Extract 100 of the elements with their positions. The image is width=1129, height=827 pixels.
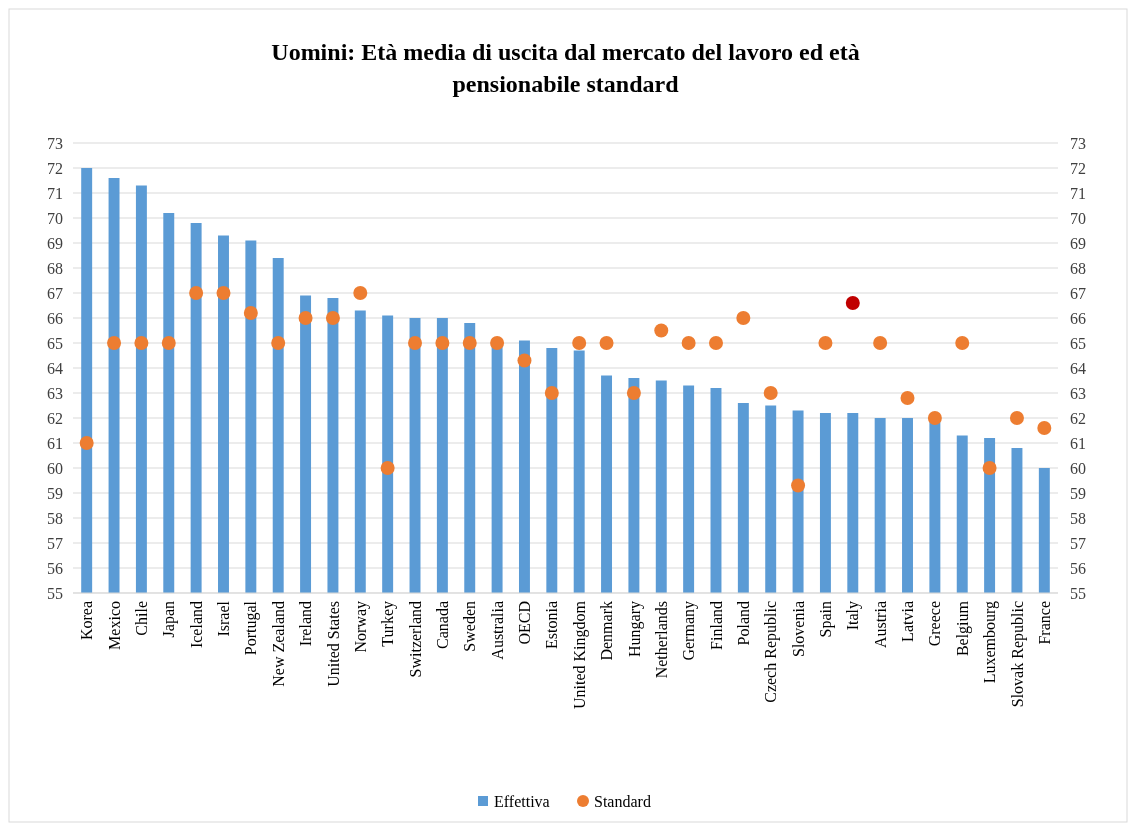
x-tick-label: Portugal [242,600,261,656]
point [353,286,368,300]
y-tick-label: 61 [47,434,63,452]
y-tick-label: 73 [47,134,63,152]
x-tick-label: OECD [516,601,534,645]
x-tick-label: Switzerland [406,601,424,678]
x-tick-label: Austria [871,601,889,649]
y2-tick-label: 61 [1070,434,1086,452]
point [325,311,340,325]
y2-tick-label: 62 [1070,409,1086,427]
point [517,353,532,368]
y2-tick-label: 68 [1070,259,1086,277]
y-tick-label: 57 [47,534,63,552]
y2-tick-label: 71 [1070,184,1086,202]
point [982,461,997,475]
x-tick-label: Hungary [625,601,644,657]
x-tick-label: Czech Republic [762,601,781,703]
x-tick-label: Germany [680,601,699,661]
x-tick-label: Japan [160,601,179,638]
x-tick-label: Sweden [461,601,479,652]
point [189,286,204,300]
x-tick-label: New Zealand [269,601,287,687]
point [763,386,778,400]
y-tick-label: 72 [47,159,63,177]
y2-tick-label: 66 [1070,309,1086,327]
point [736,311,751,325]
y2-tick-label: 56 [1070,559,1086,577]
point [271,336,286,350]
chart-title: Uomini: Età media di uscita dal mercato del lavoro ed età pensionabile standard [271,39,860,97]
y-tick-label: 68 [47,259,63,277]
y-tick-label: 62 [47,409,63,427]
y-tick-label: 55 [47,584,63,602]
point [298,311,313,325]
x-tick-label: Slovak Republic [1008,601,1027,708]
x-tick-label: Mexico [105,601,123,650]
y2-tick-label: 60 [1070,459,1086,477]
y-tick-label: 58 [47,509,63,527]
point [572,336,587,350]
x-tick-label: Estonia [543,601,561,649]
point [791,478,806,493]
legend-label: Standard [594,792,651,810]
point [955,336,970,350]
x-tick-label: Poland [734,601,752,646]
y-tick-label: 60 [47,459,63,477]
y2-tick-label: 73 [1070,134,1086,152]
x-tick-label: Greece [926,601,944,647]
y-tick-label: 66 [47,309,63,327]
point [380,461,395,475]
y2-tick-label: 55 [1070,584,1086,602]
point [654,323,669,338]
y-tick-label: 70 [47,209,63,227]
x-tick-label: Canada [433,601,451,649]
x-tick-label: Ireland [297,601,315,647]
x-tick-label: Finland [707,601,725,650]
legend-label: Effettiva [494,792,550,810]
x-tick-label: France [1035,601,1053,645]
x-tick-label: Luxembourg [981,601,1000,684]
point [1009,411,1024,425]
x-tick-label: Spain [817,601,836,638]
y2-tick-label: 69 [1070,234,1086,252]
y-tick-label: 59 [47,484,63,502]
y-tick-label: 69 [47,234,63,252]
x-tick-label: Israel [215,600,233,637]
point [900,391,915,405]
point [681,336,696,350]
x-tick-label: Belgium [953,600,972,657]
point [161,336,176,350]
x-tick-label: United Kingdom [570,600,589,709]
y-tick-label: 56 [47,559,63,577]
point [462,336,477,350]
y-tick-label: 67 [47,284,63,302]
x-tick-label: Norway [351,601,370,653]
point [708,336,723,350]
point [107,336,122,350]
point [927,411,942,425]
y2-tick-label: 65 [1070,334,1086,352]
point [626,386,641,400]
x-tick-label: Netherlands [652,601,670,679]
y2-tick-label: 58 [1070,509,1086,527]
point [599,336,614,350]
y-tick-label: 63 [47,384,63,402]
point [79,436,94,450]
x-tick-label: Chile [133,601,150,636]
y2-tick-label: 67 [1070,284,1086,302]
x-tick-label: United States [324,601,342,687]
y2-tick-label: 63 [1070,384,1086,402]
point [818,336,833,350]
y2-tick-label: 59 [1070,484,1086,502]
point [490,336,505,350]
x-tick-label: Australia [488,601,506,660]
point [408,336,423,350]
point [544,386,559,400]
point [1037,421,1052,435]
y2-tick-label: 64 [1070,359,1086,377]
y-tick-label: 71 [47,184,63,202]
point [134,336,149,350]
point [216,286,231,300]
y-tick-label: 65 [47,334,63,352]
x-tick-label: Korea [78,601,96,641]
y-tick-label: 64 [47,359,63,377]
